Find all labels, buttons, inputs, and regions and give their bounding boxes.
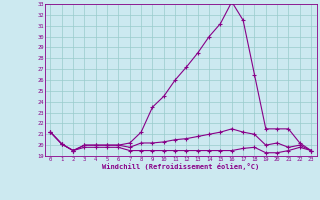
X-axis label: Windchill (Refroidissement éolien,°C): Windchill (Refroidissement éolien,°C)	[102, 163, 260, 170]
